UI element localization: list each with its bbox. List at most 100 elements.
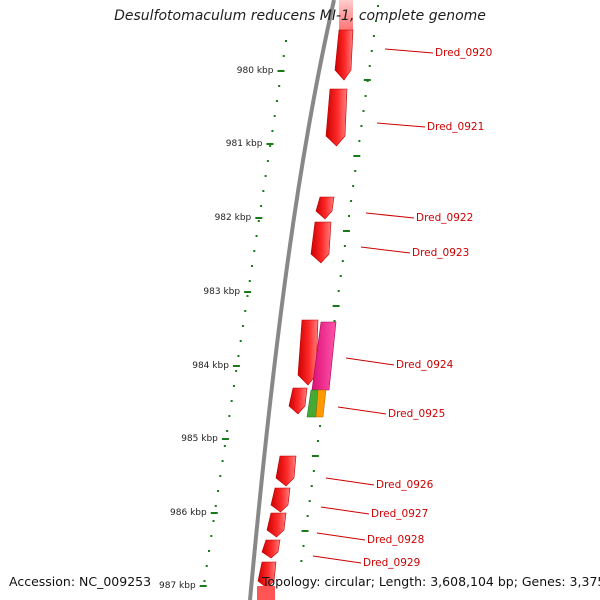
tick-mark: [364, 95, 367, 97]
tick-mark: [239, 340, 242, 342]
gene-leader-line: [384, 48, 434, 54]
gene-block: [315, 389, 327, 418]
major-tick: [199, 585, 207, 587]
gene-leader-line: [345, 357, 395, 366]
tick-mark: [266, 160, 269, 162]
tick-mark: [362, 110, 365, 112]
tick-mark: [348, 215, 351, 217]
gene-track: [257, 0, 354, 600]
major-tick: [266, 143, 274, 145]
gene-arrow: [257, 586, 275, 600]
tick-mark: [300, 560, 303, 562]
gene-arrow: [334, 29, 354, 81]
tick-mark: [244, 310, 247, 312]
gene-leader-line: [325, 477, 375, 486]
tick-mark: [232, 385, 235, 387]
gene-label: Dred_0921: [427, 121, 484, 133]
tick-mark: [350, 200, 353, 202]
tick-mark: [217, 490, 220, 492]
kbp-tick-label: 983 kbp: [203, 287, 240, 297]
gene-leader-line: [316, 532, 366, 541]
tick-mark: [241, 325, 244, 327]
gene-leader-line: [312, 555, 362, 564]
kbp-tick-label: 982 kbp: [215, 213, 252, 223]
gene-arrow: [297, 319, 319, 386]
tick-mark: [368, 65, 371, 67]
tick-mark: [210, 535, 213, 537]
topology-text: Topology: circular; Length: 3,608,104 bp…: [262, 574, 600, 589]
major-tick: [311, 455, 319, 457]
tick-mark: [341, 260, 344, 262]
major-tick: [363, 79, 371, 81]
tick-mark: [370, 50, 373, 52]
tick-mark: [285, 40, 287, 42]
gene-leader-line: [320, 506, 370, 515]
tick-mark: [230, 400, 233, 402]
gene-label: Dred_0925: [388, 408, 445, 420]
map-title: Desulfotomaculum reducens MI-1, complete…: [114, 8, 486, 24]
gene-arrow: [257, 561, 277, 589]
tick-mark: [262, 190, 265, 192]
major-tick: [244, 291, 252, 293]
gene-label: Dred_0926: [376, 479, 434, 491]
label-layer: Dred_0920 Dred_0921 Dred_0922 Dred_0923 Dred…: [312, 47, 492, 569]
tick-mark: [333, 320, 336, 322]
tick-mark: [269, 145, 272, 147]
gene-arrow: [315, 196, 335, 220]
tick-mark: [237, 355, 240, 357]
tick-mark: [358, 140, 361, 142]
major-tick: [353, 155, 361, 157]
kbp-tick-label: 980 kbp: [237, 66, 274, 76]
tick-mark: [337, 290, 340, 292]
tick-mark: [248, 280, 251, 282]
tick-mark: [219, 475, 222, 477]
major-tick: [232, 365, 240, 367]
tick-mark: [374, 20, 377, 22]
tick-mark: [282, 55, 285, 57]
gene-arrow: [261, 539, 281, 559]
tick-mark: [271, 130, 274, 132]
tick-mark: [312, 470, 315, 472]
tick-mark: [319, 425, 322, 427]
tick-mark: [228, 415, 231, 417]
tick-mark: [251, 265, 254, 267]
kbp-tick-label: 981 kbp: [226, 139, 263, 149]
gene-label: Dred_0927: [371, 508, 428, 520]
tick-mark: [235, 370, 238, 372]
gene-label: Dred_0929: [363, 557, 420, 569]
tick-mark: [205, 565, 208, 567]
major-tick: [210, 512, 218, 514]
gene-arrow: [275, 455, 297, 487]
tick-mark: [257, 220, 260, 222]
major-tick: [301, 530, 309, 532]
tick-mark: [310, 485, 313, 487]
gene-leader-line: [337, 406, 387, 415]
tick-mark: [372, 35, 375, 37]
tick-mark: [343, 245, 346, 247]
tick-mark: [352, 185, 355, 187]
gene-arrow: [310, 221, 332, 264]
tick-mark: [354, 170, 357, 172]
tick-mark: [302, 545, 305, 547]
tick-mark: [316, 440, 319, 442]
tick-mark: [246, 295, 249, 297]
tick-mark: [273, 115, 276, 117]
tick-mark: [226, 430, 229, 432]
tick-mark: [275, 100, 278, 102]
kbp-tick-label: 986 kbp: [170, 508, 207, 518]
gene-arrow: [266, 512, 287, 538]
tick-mark: [339, 275, 342, 277]
gene-label: Dred_0922: [416, 212, 473, 224]
tick-track: 980 kbp 981 kbp 982 kbp 983 kbp 984 kbp 985 k…: [159, 5, 379, 591]
accession-text: Accession: NC_009253: [9, 574, 152, 589]
gene-block: [311, 321, 337, 391]
major-tick: [332, 305, 340, 307]
gene-label: Dred_0928: [367, 534, 424, 546]
gene-leader-line: [360, 246, 411, 254]
tick-mark: [203, 580, 206, 582]
tick-mark: [278, 85, 281, 87]
genome-backbone: [248, 0, 336, 600]
tick-mark: [306, 515, 309, 517]
kbp-tick-label: 984 kbp: [192, 361, 229, 371]
